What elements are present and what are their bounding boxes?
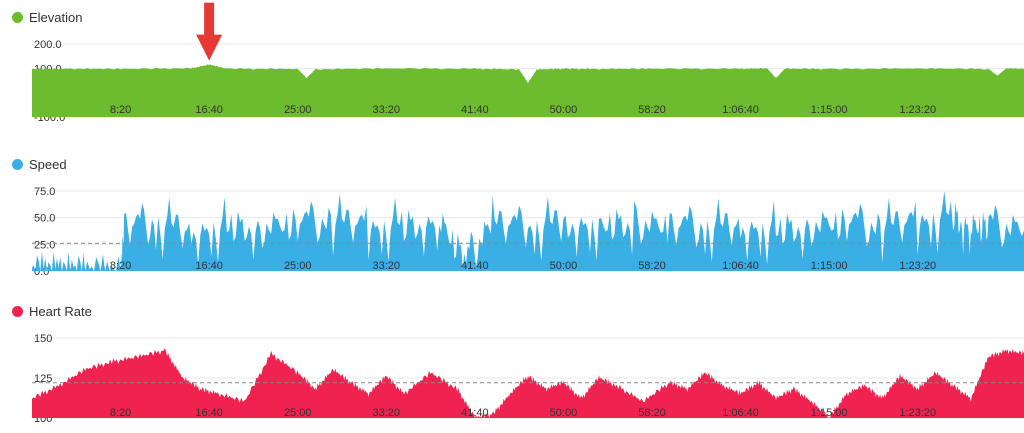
- heart-rate-legend[interactable]: Heart Rate: [12, 304, 92, 319]
- x-tick-label: 1:23:20: [899, 104, 936, 116]
- x-tick-label: 16:40: [195, 104, 223, 116]
- x-tick-label: 33:20: [373, 104, 401, 116]
- x-tick-label: 50:00: [550, 407, 578, 419]
- y-tick-label: 150: [34, 333, 52, 345]
- speed-legend[interactable]: Speed: [12, 157, 67, 172]
- heart-rate-panel: Heart Rate 150 125 100 8:20 16:40 25:00 33:20 4…: [0, 294, 1024, 433]
- y-tick-label: 200.0: [34, 39, 62, 51]
- x-tick-label: 41:40: [461, 104, 489, 116]
- x-tick-label: 58:20: [638, 104, 666, 116]
- speed-legend-dot: [12, 159, 23, 170]
- y-tick-label: 125: [34, 373, 52, 385]
- elevation-legend-dot: [12, 12, 23, 23]
- heart-rate-area: [32, 348, 1024, 418]
- x-tick-label: 25:00: [284, 260, 312, 272]
- x-tick-label: 1:23:20: [899, 260, 936, 272]
- x-tick-label: 50:00: [550, 104, 578, 116]
- y-tick-label: 75.0: [34, 186, 55, 198]
- x-tick-label: 16:40: [195, 407, 223, 419]
- x-tick-label: 33:20: [373, 407, 401, 419]
- x-tick-label: 16:40: [195, 260, 223, 272]
- x-tick-label: 1:15:00: [811, 260, 848, 272]
- speed-panel: Speed 75.0 50.0 25.0 0.0 8:20 16:40 25:00 33:20…: [0, 147, 1024, 278]
- elevation-chart[interactable]: 200.0100.00-100.08:2016:4025:0033:2041:4…: [0, 0, 1024, 130]
- x-tick-label: 8:20: [110, 104, 131, 116]
- heart-rate-legend-dot: [12, 306, 23, 317]
- elevation-panel: Elevation 200.0100.00-100.08:2016:4025:0…: [0, 0, 1024, 130]
- elevation-legend[interactable]: Elevation: [12, 10, 82, 25]
- red-arrow-down-icon: [196, 2, 223, 61]
- x-tick-label: 8:20: [110, 260, 131, 272]
- x-tick-label: 50:00: [550, 260, 578, 272]
- x-tick-label: 25:00: [284, 407, 312, 419]
- x-tick-label: 8:20: [110, 407, 131, 419]
- elevation-legend-label: Elevation: [29, 10, 83, 25]
- x-tick-label: 1:06:40: [722, 104, 759, 116]
- x-tick-label: 58:20: [638, 260, 666, 272]
- x-tick-label: 1:23:20: [899, 407, 936, 419]
- x-tick-label: 58:20: [638, 407, 666, 419]
- x-tick-label: 1:15:00: [811, 104, 848, 116]
- speed-area: [32, 191, 1024, 271]
- heart-rate-legend-label: Heart Rate: [29, 304, 92, 319]
- speed-legend-label: Speed: [29, 157, 67, 172]
- x-tick-label: 33:20: [373, 260, 401, 272]
- x-tick-label: 1:15:00: [811, 407, 848, 419]
- y-tick-label: 50.0: [34, 213, 55, 225]
- x-tick-label: 1:06:40: [722, 407, 759, 419]
- x-tick-label: 25:00: [284, 104, 312, 116]
- x-tick-label: 41:40: [461, 260, 489, 272]
- speed-chart[interactable]: 75.050.025.00.0 8:20 16:40 25:00 33:20 41:40 5…: [0, 147, 1024, 278]
- elevation-area: [32, 64, 1024, 117]
- x-tick-label: 41:40: [461, 407, 489, 419]
- y-tick-label: 25.0: [34, 239, 55, 251]
- x-tick-label: 1:06:40: [722, 260, 759, 272]
